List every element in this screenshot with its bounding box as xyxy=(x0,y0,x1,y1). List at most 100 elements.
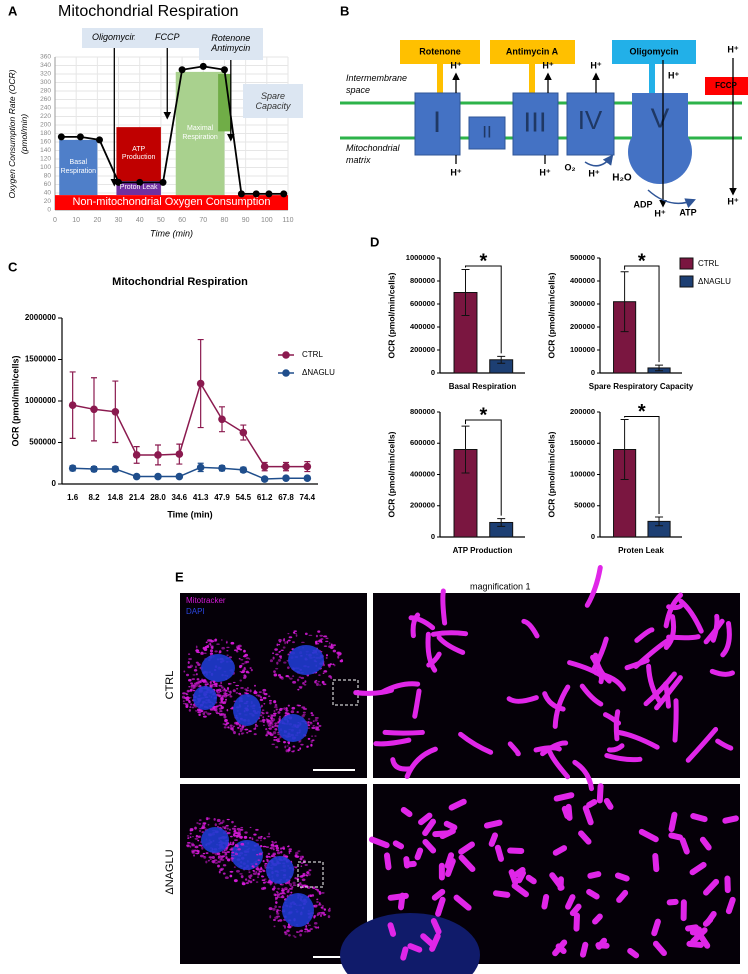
mitochondria xyxy=(412,688,422,719)
mitochondria xyxy=(233,834,237,837)
mitochondria xyxy=(229,874,233,878)
mitochondria xyxy=(187,696,190,700)
panel-label: A xyxy=(8,3,18,18)
mitochondria xyxy=(276,851,281,855)
mitochondria xyxy=(236,827,241,831)
mitochondria xyxy=(285,888,288,891)
point xyxy=(178,66,186,74)
mitochondria xyxy=(275,910,279,913)
mitochondria xyxy=(267,852,271,856)
mitochondria xyxy=(325,654,329,657)
mitochondria xyxy=(256,872,261,876)
oxygen: O₂ xyxy=(565,162,576,172)
point xyxy=(239,428,248,437)
mitochondria xyxy=(323,908,327,911)
significance-bracket xyxy=(465,265,502,354)
mitochondria xyxy=(332,649,337,653)
mitochondria xyxy=(262,720,265,723)
y-tick-label: 260 xyxy=(40,96,51,103)
mitochondria xyxy=(261,712,265,715)
mitochondria xyxy=(307,737,311,740)
error-bar xyxy=(655,516,664,527)
mitochondria xyxy=(205,641,208,644)
mitochondria xyxy=(569,903,582,917)
mitochondria xyxy=(249,880,253,884)
mitochondria xyxy=(224,690,227,694)
mitochondria xyxy=(287,926,292,929)
mitochondria xyxy=(189,845,192,848)
mitochondria xyxy=(296,678,300,682)
y-axis-label: OCR (pmol/min/cells) xyxy=(546,431,556,517)
y-axis-label: OCR (pmol/min/cells) xyxy=(546,272,556,358)
y-tick-label: 200000 xyxy=(570,322,595,331)
mitochondria xyxy=(232,841,235,845)
y-tick-label: 0 xyxy=(591,368,595,377)
point xyxy=(175,472,184,481)
mitochondria xyxy=(261,879,266,881)
mitochondria xyxy=(272,714,276,717)
mitochondria xyxy=(278,906,282,908)
point xyxy=(237,190,245,198)
mitochondria xyxy=(189,664,194,668)
mitochondria xyxy=(272,652,275,655)
significance-label: * xyxy=(638,250,646,272)
mitochondria xyxy=(195,834,199,838)
region-label: Proton Leak xyxy=(119,184,158,192)
etc-diagram: Rotenone Antimycin A Oligomycin FCCP I I… xyxy=(340,40,748,218)
mitochondria xyxy=(318,902,321,905)
x-tick-label: 10 xyxy=(72,217,80,224)
mitochondria xyxy=(217,688,222,692)
mitochondria xyxy=(264,864,267,868)
mitochondria xyxy=(227,694,232,696)
mitochondria xyxy=(289,677,293,680)
y-tick-label: 0 xyxy=(47,207,51,214)
mitochondria xyxy=(579,683,604,707)
mitochondria xyxy=(240,658,244,661)
mitochondria xyxy=(232,728,235,732)
mitochondria xyxy=(615,729,660,750)
mitochondria xyxy=(318,674,321,677)
mitochondria xyxy=(207,713,211,716)
y-tick-label: 0 xyxy=(52,479,57,488)
mitochondria xyxy=(228,682,232,685)
y-tick-label: 80 xyxy=(44,173,52,180)
mitochondria xyxy=(264,863,268,865)
point xyxy=(90,465,98,473)
mitochondria xyxy=(328,907,331,909)
y-tick-label: 150000 xyxy=(570,438,595,447)
mitochondria xyxy=(275,708,278,711)
proton: H⁺ xyxy=(727,196,738,206)
mitochondria xyxy=(229,848,234,851)
nucleus xyxy=(278,714,308,742)
mitochondria xyxy=(282,639,286,642)
mitochondria xyxy=(516,869,527,884)
mitochondria xyxy=(439,828,456,840)
complex xyxy=(468,116,506,150)
mitochondria xyxy=(579,941,589,958)
legend-label: CTRL xyxy=(302,350,323,359)
mitochondria xyxy=(292,881,296,885)
mitochondria xyxy=(373,737,412,747)
mitochondria xyxy=(238,692,242,695)
mitochondria xyxy=(278,717,282,721)
mitochondria xyxy=(312,887,316,889)
mitochondria xyxy=(198,713,201,717)
y-tick-label: 600000 xyxy=(410,438,435,447)
proton: H⁺ xyxy=(450,60,461,70)
mitochondria xyxy=(219,710,223,713)
mitochondria xyxy=(311,735,313,737)
mitochondria xyxy=(318,724,322,727)
space-label: Intermembrane space xyxy=(346,73,408,95)
mitochondria xyxy=(272,656,275,660)
mitochondria xyxy=(290,710,295,714)
mitochondria xyxy=(292,631,296,634)
mitochondria xyxy=(584,565,603,608)
mitochondria xyxy=(187,665,190,669)
mitochondria xyxy=(668,811,678,833)
mitochondria xyxy=(226,709,229,712)
proton: H⁺ xyxy=(654,208,665,218)
point xyxy=(265,190,273,198)
mitochondria xyxy=(254,863,258,865)
mitochondria xyxy=(213,859,218,862)
